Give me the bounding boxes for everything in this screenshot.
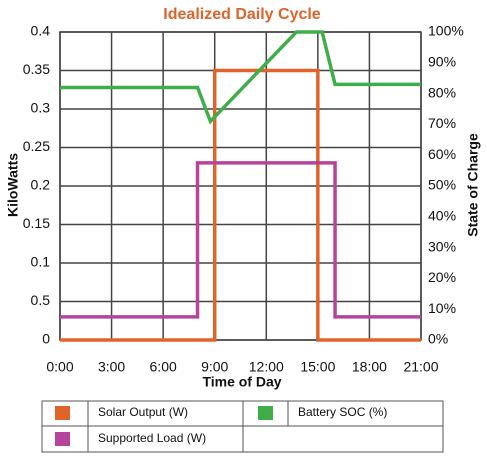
legend <box>41 400 444 453</box>
x-tick-label: 12:00 <box>249 359 284 375</box>
y2-tick-label: 80% <box>428 84 456 100</box>
plot-frame <box>59 31 422 341</box>
legend-swatch <box>258 406 273 420</box>
x-tick-label: 15:00 <box>300 359 335 375</box>
y-axis-label: KiloWatts <box>5 153 21 217</box>
y2-tick-label: 30% <box>428 238 456 254</box>
y-tick-label: 0 <box>42 331 50 347</box>
legend-label: Solar Output (W) <box>98 405 188 419</box>
y-tick-label: 0.35 <box>23 61 50 77</box>
series-line <box>60 68 421 342</box>
x-axis-label: Time of Day <box>202 374 281 390</box>
y2-tick-label: 20% <box>428 269 456 285</box>
legend-label: Battery SOC (%) <box>298 405 387 419</box>
x-tick-label: 0:00 <box>46 359 73 375</box>
legend-swatch <box>55 432 70 446</box>
x-tick-label: 9:00 <box>201 359 228 375</box>
y2-tick-label: 40% <box>428 208 456 224</box>
y2-tick-label: 50% <box>428 177 456 193</box>
series-line <box>60 30 421 125</box>
y2-axis-label: State of Charge <box>465 133 481 237</box>
x-tick-label: 21:00 <box>403 359 438 375</box>
y2-tick-label: 10% <box>428 300 456 316</box>
y2-tick-label: 100% <box>428 23 464 39</box>
y-tick-label: 0.3 <box>31 100 51 116</box>
y-tick-label: 0.25 <box>23 138 50 154</box>
y-tick-label: 0.4 <box>31 23 51 39</box>
series-line <box>60 161 421 319</box>
legend-label: Supported Load (W) <box>98 431 206 445</box>
y2-tick-label: 60% <box>428 146 456 162</box>
y-tick-label: 0.1 <box>31 254 51 270</box>
y-tick-label: 0.15 <box>23 215 50 231</box>
x-tick-label: 3:00 <box>98 359 125 375</box>
y-tick-label: 0.5 <box>31 292 51 308</box>
y-tick-label: 0.2 <box>31 177 51 193</box>
chart-title: Idealized Daily Cycle <box>163 6 321 23</box>
y2-tick-label: 0% <box>428 331 448 347</box>
y2-tick-label: 90% <box>428 54 456 70</box>
x-tick-label: 6:00 <box>150 359 177 375</box>
y2-tick-label: 70% <box>428 115 456 131</box>
x-tick-label: 18:00 <box>352 359 387 375</box>
legend-swatch <box>55 406 70 420</box>
